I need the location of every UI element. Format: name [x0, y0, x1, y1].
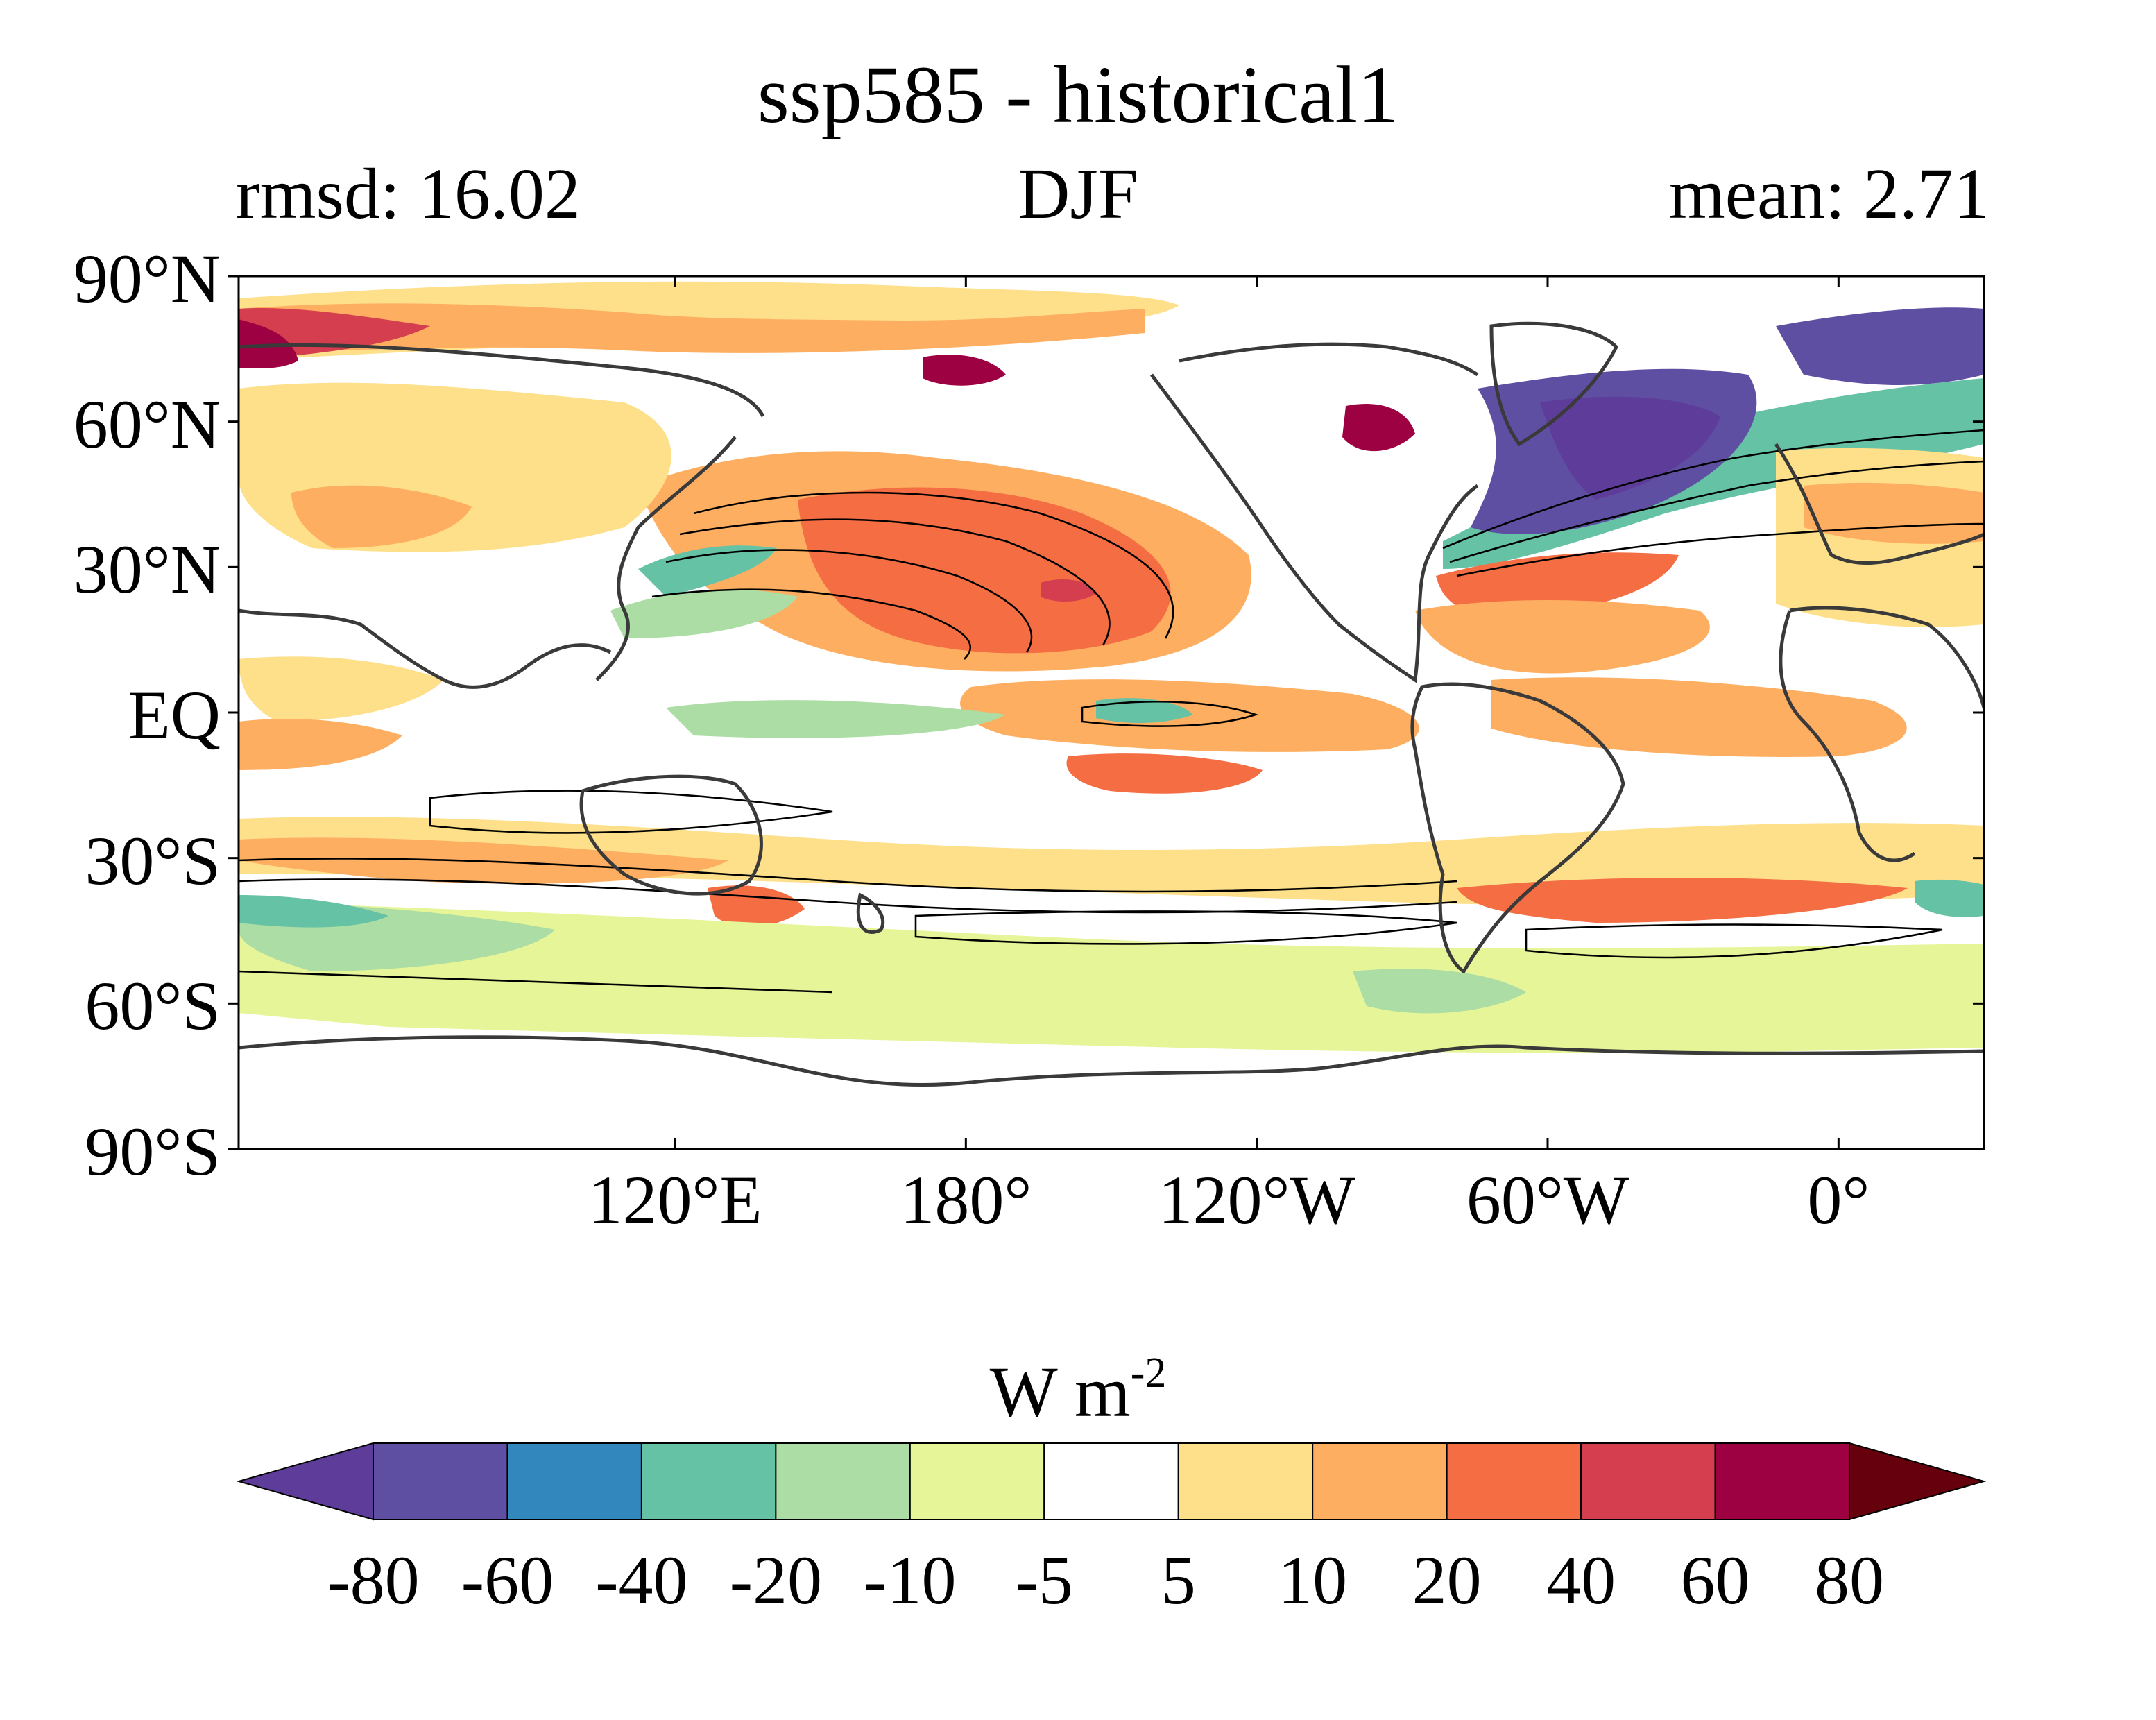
colorbar-units-main: W m [989, 1352, 1131, 1432]
colorbar-tick-label: -60 [461, 1542, 554, 1619]
coastlines [239, 321, 1984, 1087]
lat-tick-label: 30°S [85, 821, 221, 899]
kuroshio-teal [638, 545, 777, 597]
north-atlantic-arctic-purple [1776, 307, 1984, 385]
coast-antarctica [239, 1035, 1984, 1087]
colorbar-tick-label: 80 [1815, 1542, 1884, 1619]
plot-title: ssp585 - historical1 [757, 49, 1399, 140]
colorbar-units: W m-2 [0, 1352, 2156, 1429]
rmsd-label: rmsd: 16.02 [236, 154, 581, 234]
eq-teal [1096, 698, 1193, 723]
lat-tick-label: EQ [128, 676, 221, 753]
colorbar-swatch [1580, 1442, 1716, 1520]
chukchi-crimson [923, 355, 1006, 386]
lat-tick-label: 90°S [85, 1113, 221, 1190]
colorbar-swatch [909, 1442, 1045, 1520]
coast-africa [1779, 606, 1984, 862]
colorbar-swatch [1312, 1442, 1448, 1520]
colorbar-units-exponent: -2 [1130, 1349, 1167, 1397]
colorbar-swatch [640, 1442, 777, 1520]
colorbar-swatch [1446, 1442, 1582, 1520]
colorbar-extend-high [1849, 1442, 1987, 1521]
colorbar-tick-label: -40 [595, 1542, 688, 1619]
colorbar-swatch [1714, 1442, 1850, 1520]
colorbar-tick-label: 60 [1680, 1542, 1750, 1619]
coast-north-america [1149, 373, 1479, 683]
lon-tick-label: 120°E [588, 1161, 762, 1238]
so-teal [239, 895, 388, 928]
lon-tick-label: 60°W [1466, 1161, 1629, 1238]
colorbar-tick-label: -80 [327, 1542, 420, 1619]
colorbar-swatch [506, 1442, 642, 1520]
colorbar-tick-label: 40 [1546, 1542, 1616, 1619]
lat-tick-label: 90°N [73, 240, 221, 317]
colorbar-tick-label: -10 [864, 1542, 957, 1619]
indian-pale [239, 656, 444, 722]
sh-atl-orange [1457, 878, 1908, 923]
baffin-crimson [1342, 403, 1415, 452]
natl-light-orange [1415, 600, 1710, 674]
coast-europe [1774, 443, 1984, 565]
arctic-orange [239, 303, 1145, 354]
eurasia-pale [239, 382, 671, 552]
lat-tick-label: 30°N [73, 531, 221, 608]
coast-arctic-asia [239, 343, 765, 418]
so-light-green-2 [1353, 969, 1526, 1014]
eurasia-orange [291, 485, 472, 548]
lon-tick-label: 180° [900, 1161, 1032, 1238]
colorbar-swatch [1043, 1442, 1179, 1520]
colorbar-swatch [373, 1442, 508, 1520]
lat-tick-label: 60°S [85, 967, 221, 1045]
npacific-orange [798, 487, 1171, 654]
colorbar-tick-label: -20 [729, 1542, 823, 1619]
colorbar-tick-label: -5 [1015, 1542, 1073, 1619]
coast-australia [579, 774, 763, 896]
npacific-red-spot [1041, 579, 1096, 602]
colorbar-tick-label: 20 [1412, 1542, 1482, 1619]
coast-greenland [1489, 321, 1619, 447]
lon-tick-label: 120°W [1158, 1161, 1355, 1238]
mean-label: mean: 2.71 [1668, 154, 1990, 234]
colorbar-extend-low [236, 1442, 374, 1521]
colorbar-tick-label: 5 [1161, 1542, 1196, 1619]
map-panel [228, 275, 1985, 1150]
coast-arctic-america [1179, 342, 1479, 377]
kuroshio-green [610, 589, 798, 638]
filled-contours [239, 281, 1984, 1149]
colorbar-tick-label: 10 [1278, 1542, 1348, 1619]
season-label: DJF [1018, 154, 1138, 234]
so-teal-2 [1915, 879, 1984, 917]
so-green [239, 902, 1984, 1053]
eq-green [666, 700, 1006, 738]
coast-south-america [1410, 682, 1625, 974]
lon-tick-label: 0° [1807, 1161, 1870, 1238]
coast-asia-south [239, 608, 612, 689]
coast-nz [856, 892, 885, 934]
colorbar-swatch [1177, 1442, 1314, 1520]
map-ticks [228, 275, 1984, 1150]
coast-asia-east [595, 436, 737, 681]
lat-tick-label: 60°N [73, 385, 221, 463]
contour-lines [239, 429, 1984, 994]
natl-deep-purple [1540, 396, 1720, 500]
indian-orange [239, 719, 402, 770]
arctic-crimson-west [239, 319, 298, 368]
colorbar-swatch [775, 1442, 911, 1520]
eq-pacific-red [1066, 753, 1263, 794]
antarctica [239, 1038, 1984, 1149]
